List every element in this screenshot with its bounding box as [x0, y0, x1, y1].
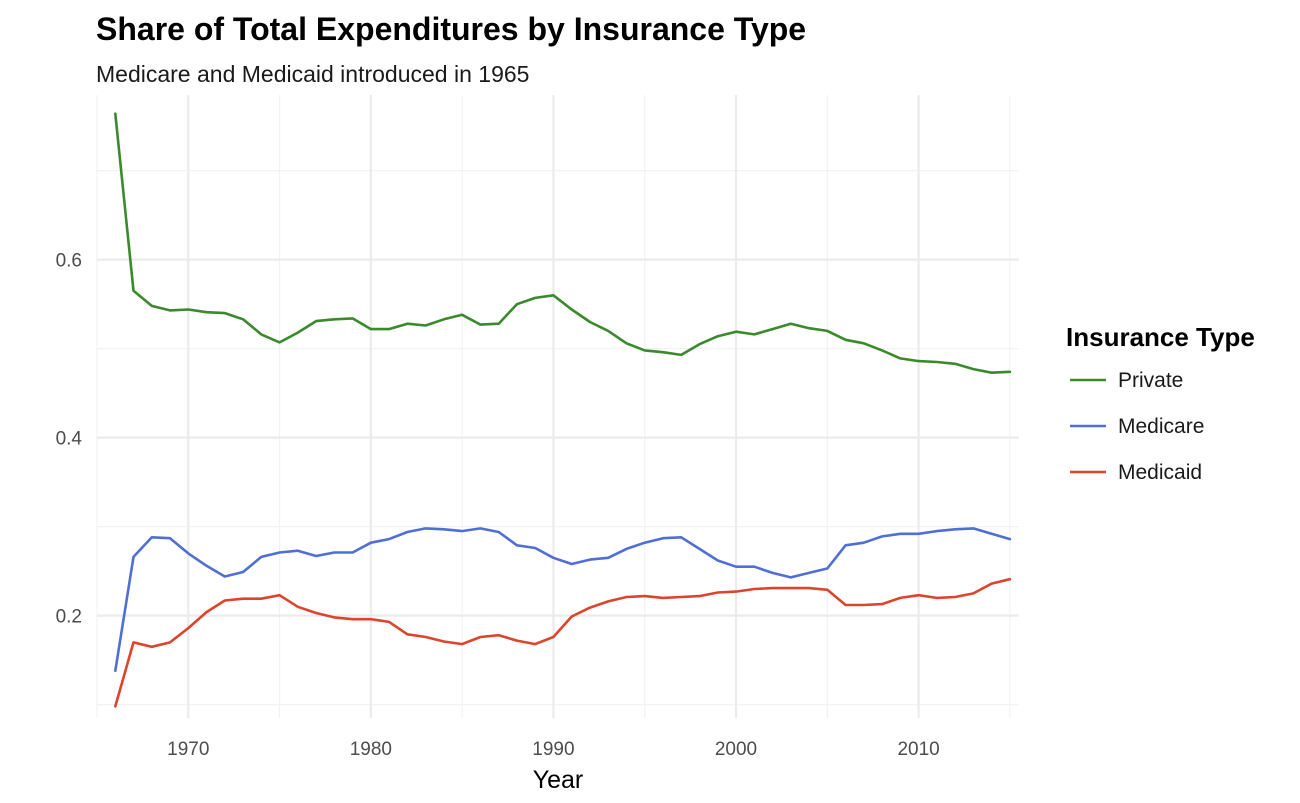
legend-item-medicaid: Medicaid — [1070, 461, 1202, 484]
x-axis-title: Year — [533, 766, 584, 794]
series-line-medicaid — [114, 577, 1012, 708]
chart-subtitle: Medicare and Medicaid introduced in 1965 — [96, 61, 529, 87]
major-gridlines — [97, 95, 1019, 718]
minor-gridlines — [96, 95, 1019, 718]
legend-label: Private — [1118, 369, 1183, 392]
series-lines — [114, 112, 1012, 708]
legend-title: Insurance Type — [1066, 322, 1255, 352]
legend-item-private: Private — [1070, 369, 1183, 392]
x-axis-ticks: 1970 1980 1990 2000 2010 — [167, 739, 940, 760]
legend-label: Medicaid — [1118, 461, 1202, 484]
y-tick-label: 0.4 — [56, 429, 83, 450]
legend: Insurance Type Private Medicare Medicaid — [1066, 322, 1255, 484]
series-line-private — [114, 112, 1012, 374]
x-tick-label: 2000 — [715, 739, 757, 760]
legend-items: Private Medicare Medicaid — [1070, 369, 1204, 484]
x-tick-label: 1970 — [167, 739, 209, 760]
x-tick-label: 1980 — [350, 739, 392, 760]
x-tick-label: 2010 — [897, 739, 939, 760]
y-tick-label: 0.2 — [56, 607, 82, 628]
y-axis-ticks: 0.2 0.4 0.6 — [56, 251, 83, 628]
y-tick-label: 0.6 — [56, 251, 82, 272]
x-tick-label: 1990 — [532, 739, 574, 760]
chart-title: Share of Total Expenditures by Insurance… — [96, 11, 806, 47]
legend-item-medicare: Medicare — [1070, 415, 1204, 438]
legend-label: Medicare — [1118, 415, 1204, 438]
series-line-medicare — [114, 527, 1012, 673]
